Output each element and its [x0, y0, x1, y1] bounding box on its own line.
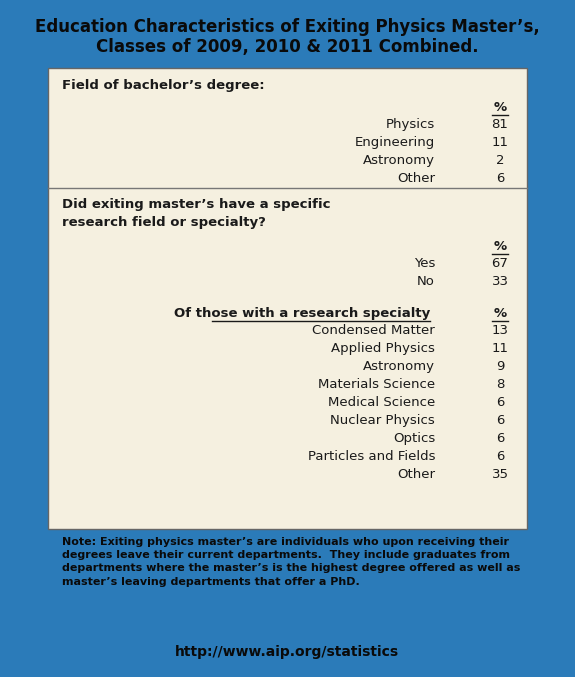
Text: %: % — [493, 101, 507, 114]
Text: Classes of 2009, 2010 & 2011 Combined.: Classes of 2009, 2010 & 2011 Combined. — [95, 38, 478, 56]
Text: 6: 6 — [496, 172, 504, 185]
Text: No: No — [417, 275, 435, 288]
Text: 8: 8 — [496, 378, 504, 391]
Text: Yes: Yes — [413, 257, 435, 270]
Text: Applied Physics: Applied Physics — [331, 342, 435, 355]
FancyBboxPatch shape — [48, 68, 527, 529]
Text: Other: Other — [397, 468, 435, 481]
Text: 81: 81 — [492, 118, 508, 131]
Text: 35: 35 — [492, 468, 508, 481]
Text: 6: 6 — [496, 396, 504, 409]
Text: 33: 33 — [492, 275, 508, 288]
Text: Medical Science: Medical Science — [328, 396, 435, 409]
Text: %: % — [493, 240, 507, 253]
Text: Condensed Matter: Condensed Matter — [312, 324, 435, 337]
Text: 6: 6 — [496, 450, 504, 463]
Text: %: % — [493, 307, 507, 320]
Text: 6: 6 — [496, 414, 504, 427]
Text: Other: Other — [397, 172, 435, 185]
Text: Did exiting master’s have a specific: Did exiting master’s have a specific — [62, 198, 331, 211]
Text: Nuclear Physics: Nuclear Physics — [330, 414, 435, 427]
Text: Optics: Optics — [393, 432, 435, 445]
Text: Field of bachelor’s degree:: Field of bachelor’s degree: — [62, 79, 265, 92]
Text: 9: 9 — [496, 360, 504, 373]
Text: http://www.aip.org/statistics: http://www.aip.org/statistics — [175, 645, 399, 659]
Text: Education Characteristics of Exiting Physics Master’s,: Education Characteristics of Exiting Phy… — [34, 18, 539, 36]
Text: 13: 13 — [492, 324, 508, 337]
Text: Of those with a research specialty: Of those with a research specialty — [174, 307, 430, 320]
Text: Materials Science: Materials Science — [318, 378, 435, 391]
Text: 11: 11 — [492, 342, 508, 355]
Text: Note: Exiting physics master’s are individuals who upon receiving their
degrees : Note: Exiting physics master’s are indiv… — [62, 537, 520, 586]
Text: Astronomy: Astronomy — [363, 154, 435, 167]
Text: 2: 2 — [496, 154, 504, 167]
Text: Engineering: Engineering — [355, 136, 435, 149]
Text: Astronomy: Astronomy — [363, 360, 435, 373]
Text: 67: 67 — [492, 257, 508, 270]
Text: research field or specialty?: research field or specialty? — [62, 216, 266, 229]
Text: 6: 6 — [496, 432, 504, 445]
Text: 11: 11 — [492, 136, 508, 149]
Text: Particles and Fields: Particles and Fields — [308, 450, 435, 463]
Text: Physics: Physics — [386, 118, 435, 131]
